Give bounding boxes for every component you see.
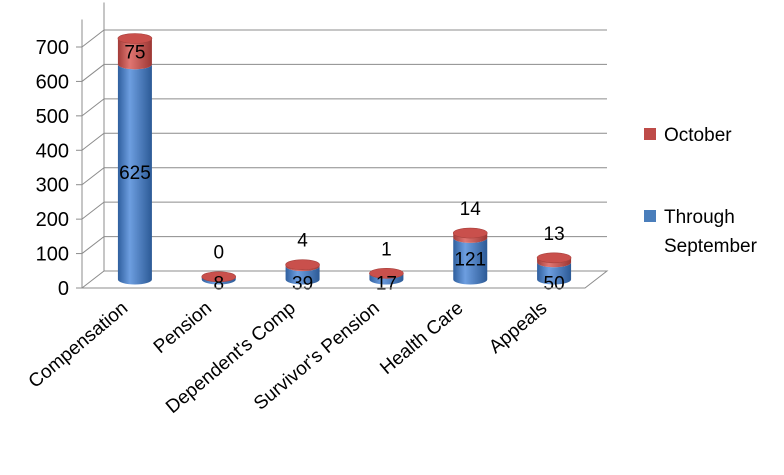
data-label-october: 0 [213, 243, 224, 264]
bar-through-september [117, 64, 152, 285]
legend-swatch-october [644, 128, 656, 140]
y-axis: 0 100 200 300 400 500 600 700 [36, 19, 83, 300]
legend-label-october: October [664, 125, 732, 146]
data-label-october: 4 [297, 231, 308, 252]
x-tick-label: Appeals [485, 298, 551, 358]
bar-through-september [453, 237, 488, 285]
bars [117, 33, 572, 285]
y-tick-label: 300 [36, 175, 69, 197]
bar-october [537, 257, 572, 268]
data-label-october: 1 [381, 239, 392, 260]
bar-october [117, 38, 152, 70]
legend-label-september: September [664, 236, 758, 257]
x-tick-label: Health Care [376, 298, 467, 379]
data-label-through-september: 17 [376, 274, 397, 295]
bar-top-cap [369, 268, 404, 279]
y-tick-label: 100 [36, 244, 69, 266]
y-tick-label: 0 [58, 278, 69, 300]
data-label-through-september: 8 [213, 274, 224, 295]
gridline [81, 201, 607, 220]
data-label-through-september: 625 [119, 163, 151, 184]
data-labels: 625 75 8 0 39 4 17 1 121 14 50 13 [119, 42, 565, 294]
gridline [81, 63, 607, 82]
floor [80, 270, 609, 289]
legend-label-through: Through [664, 207, 735, 228]
legend-swatch-through-september [644, 210, 656, 222]
bar-through-september [369, 273, 404, 285]
bar-through-september [537, 262, 572, 285]
bar-october [285, 264, 320, 272]
data-label-through-september: 121 [454, 250, 486, 271]
gridline [81, 29, 607, 48]
plot-walls [80, 2, 609, 289]
y-tick-label: 600 [36, 71, 69, 93]
data-label-through-september: 50 [544, 274, 565, 295]
legend: October Through September [644, 125, 758, 257]
y-tick-label: 700 [36, 37, 69, 59]
bar-top-cap [452, 227, 488, 239]
x-tick-label: Pension [150, 298, 216, 358]
data-label-october: 13 [544, 224, 565, 245]
bar-october [453, 233, 488, 243]
gridlines [81, 29, 607, 254]
gridline [81, 98, 607, 117]
back-wall-edge [103, 2, 607, 272]
bar-top-cap [536, 252, 572, 264]
gridline [81, 167, 607, 186]
bar-top-cap [201, 271, 237, 283]
bar-top-cap [285, 259, 320, 270]
data-label-october: 75 [124, 42, 145, 63]
x-tick-label: Compensation [25, 298, 132, 393]
bar-through-september [285, 266, 320, 285]
data-label-october: 14 [460, 199, 482, 220]
bar-top-cap [117, 33, 153, 44]
gridline [81, 236, 607, 254]
data-label-through-september: 39 [292, 274, 313, 295]
y-tick-label: 500 [36, 106, 69, 128]
bar-through-september [201, 276, 236, 285]
y-tick-label: 400 [36, 140, 69, 162]
y-tick-label: 200 [36, 209, 69, 231]
gridline [81, 132, 607, 151]
